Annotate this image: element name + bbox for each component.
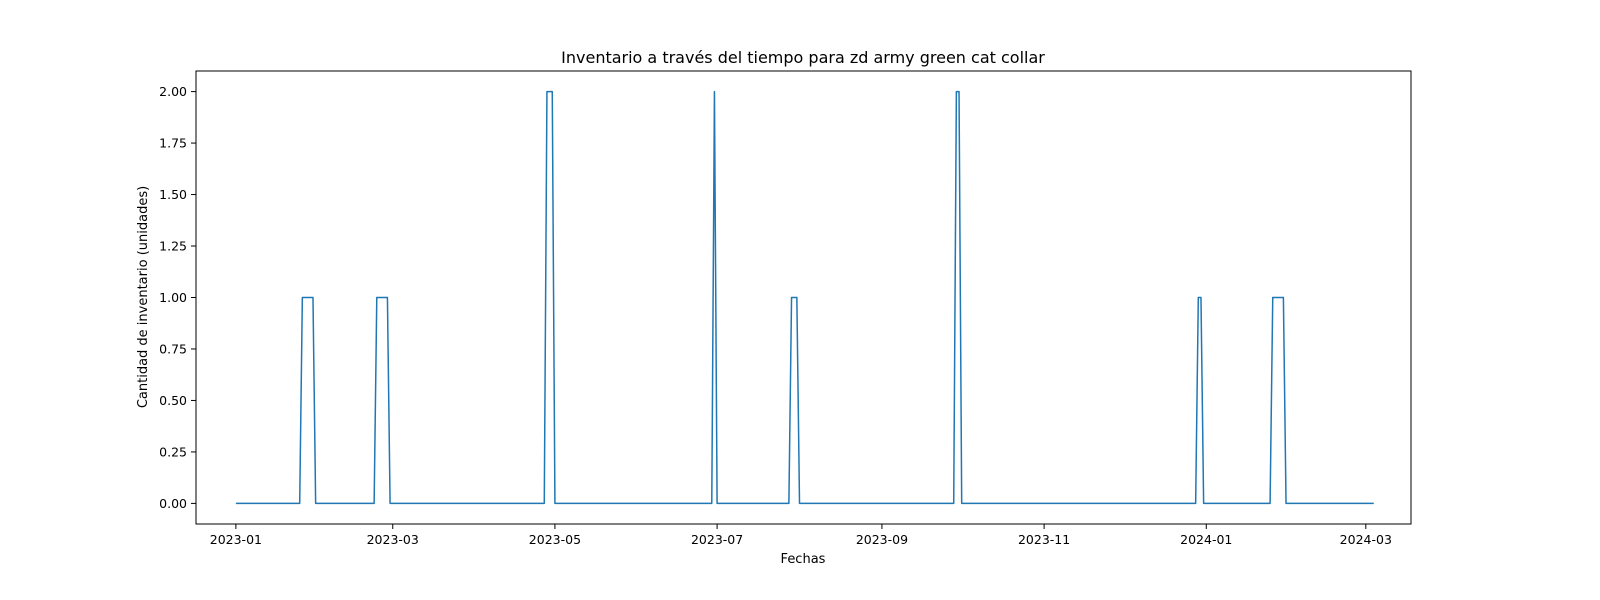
y-tick-label-4: 1.00: [159, 290, 187, 305]
y-tick-label-1: 0.25: [159, 444, 187, 459]
x-axis-label: Fechas: [781, 552, 826, 567]
x-tick-label-7: 2024-03: [1340, 532, 1392, 547]
inventory-series-line: [235, 90, 1374, 505]
y-tick-label-5: 1.25: [159, 239, 187, 254]
x-tick-label-1: 2023-03: [367, 532, 419, 547]
y-tick-label-3: 0.75: [159, 341, 187, 356]
x-tick-label-6: 2024-01: [1180, 532, 1232, 547]
y-tick-label-0: 0.00: [159, 496, 187, 511]
y-axis-label: Cantidad de inventario (unidades): [136, 186, 151, 408]
y-tick-label-8: 2.00: [159, 84, 187, 99]
x-axis-ticks: 2023-01 2023-03 2023-05 2023-07 2023-09 2023-…: [210, 524, 1392, 547]
y-tick-label-2: 0.50: [159, 393, 187, 408]
x-tick-label-5: 2023-11: [1018, 532, 1070, 547]
x-tick-label-0: 2023-01: [210, 532, 262, 547]
y-tick-label-7: 1.75: [159, 136, 187, 151]
y-axis-ticks: 0.00 0.25 0.50 0.75 1.00 1.25 1.50 1.75 2.00: [159, 84, 196, 511]
x-tick-label-2: 2023-05: [529, 532, 581, 547]
x-tick-label-4: 2023-09: [856, 532, 908, 547]
chart-title: Inventario a través del tiempo para zd a…: [561, 48, 1045, 67]
x-tick-label-3: 2023-07: [691, 532, 743, 547]
y-tick-label-6: 1.50: [159, 187, 187, 202]
